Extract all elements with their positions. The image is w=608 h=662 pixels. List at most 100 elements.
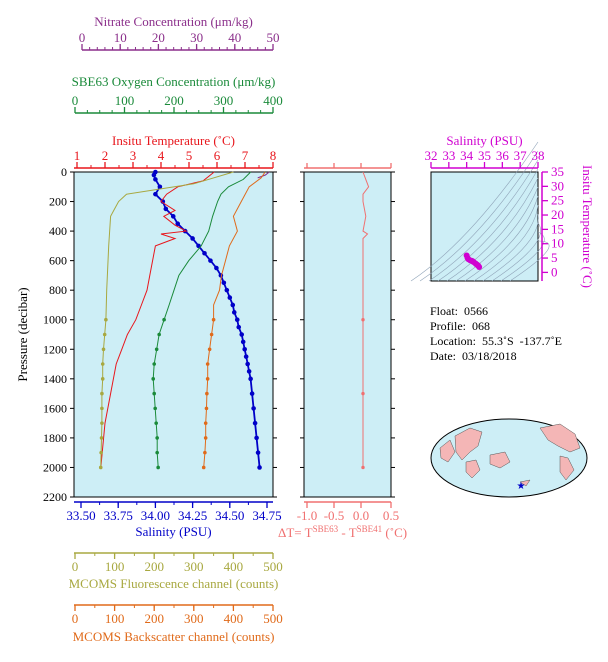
ts-salinity-tick-label: 35 bbox=[478, 148, 491, 163]
backscatter-tick-label: 0 bbox=[72, 611, 79, 626]
salinity-tick-label: 33.50 bbox=[66, 508, 95, 523]
delta-label-part: ΔT= T bbox=[278, 525, 313, 540]
ts-salinity-tick-label: 32 bbox=[425, 148, 438, 163]
oxygen-tick-label: 0 bbox=[72, 93, 79, 108]
delta-label-part: - T bbox=[338, 525, 357, 540]
ts-temperature-tick-label: 30 bbox=[551, 178, 564, 193]
delta-t-point bbox=[361, 465, 365, 470]
mcoms-fluorescence-point bbox=[99, 436, 104, 440]
mcoms-backscatter-point bbox=[209, 332, 214, 337]
mcoms-fluorescence-point bbox=[100, 406, 104, 411]
salinity-point bbox=[151, 172, 157, 178]
salinity-point bbox=[243, 354, 249, 359]
mcoms-backscatter-point bbox=[205, 391, 209, 396]
nitrate-tick-label: 30 bbox=[190, 30, 203, 45]
backscatter-axis-title: MCOMS Backscatter channel (counts) bbox=[73, 629, 275, 644]
salinity-point bbox=[190, 236, 195, 241]
insitu-temperature-profile-line bbox=[100, 171, 215, 468]
salinity-point bbox=[157, 184, 163, 190]
mcoms-backscatter-profile-line bbox=[203, 171, 266, 468]
mcoms-backscatter-point bbox=[203, 450, 207, 455]
ts-density-contours bbox=[410, 141, 550, 282]
delta-tick-label: -1.0 bbox=[297, 508, 318, 523]
salinity-point bbox=[163, 206, 169, 212]
ts-temperature-tick-label: 20 bbox=[551, 207, 564, 222]
mcoms-fluorescence-point bbox=[100, 377, 105, 381]
delta-t-plot-area bbox=[303, 171, 392, 498]
pressure-tick-label: 2200 bbox=[43, 490, 67, 504]
profile-number: Profile: 068 bbox=[430, 319, 490, 333]
sbe63-oxygen-point bbox=[156, 465, 160, 470]
delta-t-point bbox=[361, 318, 365, 322]
pressure-tick-label: 600 bbox=[49, 254, 67, 268]
landmass bbox=[519, 479, 531, 487]
salinity-point bbox=[153, 191, 158, 197]
mcoms-fluorescence-point bbox=[100, 421, 104, 425]
salinity-tick-label: 33.75 bbox=[104, 508, 133, 523]
salinity-point bbox=[245, 361, 250, 367]
salinity-tick-label: 34.00 bbox=[141, 508, 170, 523]
landmass bbox=[489, 451, 511, 469]
mcoms-fluorescence-point bbox=[100, 362, 105, 366]
salinity-point bbox=[249, 391, 255, 396]
fluorescence-tick-label: 200 bbox=[144, 559, 164, 574]
nitrate-tick-label: 20 bbox=[152, 30, 165, 45]
location: Location: 55.3˚S -137.7˚E bbox=[430, 334, 562, 348]
sbe63-oxygen-point bbox=[155, 436, 159, 440]
mcoms-fluorescence-point bbox=[99, 450, 103, 455]
density-contour bbox=[419, 150, 539, 282]
backscatter-tick-label: 100 bbox=[105, 611, 125, 626]
density-contour bbox=[437, 168, 539, 282]
pressure-tick-label: 1800 bbox=[43, 431, 67, 445]
pressure-tick-label: 800 bbox=[49, 283, 67, 297]
backscatter-tick-label: 500 bbox=[263, 611, 283, 626]
pressure-tick-label: 200 bbox=[49, 195, 67, 209]
oxygen-axis-title: SBE63 Oxygen Concentration (μm/kg) bbox=[72, 74, 276, 89]
mcoms-fluorescence-point bbox=[104, 317, 108, 322]
salinity-point bbox=[254, 435, 259, 441]
pressure-tick-label: 2000 bbox=[43, 460, 67, 474]
salinity-point bbox=[242, 346, 247, 352]
landmass bbox=[559, 455, 575, 481]
fluorescence-axis-title: MCOMS Fluorescence channel (counts) bbox=[69, 576, 279, 591]
delta-tick-label: 0.5 bbox=[383, 508, 399, 523]
landmass bbox=[539, 423, 581, 453]
delta-tick-label: -0.5 bbox=[324, 508, 345, 523]
mcoms-backscatter-point bbox=[205, 377, 210, 381]
salinity-point bbox=[170, 214, 176, 219]
salinity-point bbox=[251, 406, 256, 411]
salinity-point bbox=[221, 280, 227, 286]
mcoms-fluorescence-point bbox=[100, 391, 104, 396]
salinity-point bbox=[214, 265, 219, 271]
pressure-tick-label: 400 bbox=[49, 224, 67, 238]
pressure-tick-label: 1600 bbox=[43, 401, 67, 415]
sbe63-oxygen-point bbox=[162, 317, 166, 322]
density-contour bbox=[482, 213, 539, 282]
ts-temperature-tick-label: 10 bbox=[551, 236, 564, 251]
ts-salinity-tick-label: 38 bbox=[532, 148, 545, 163]
fluorescence-tick-label: 100 bbox=[105, 559, 125, 574]
oxygen-tick-label: 200 bbox=[164, 93, 184, 108]
float-id: Float: 0566 bbox=[430, 304, 489, 318]
nitrate-axis-title: Nitrate Concentration (μm/kg) bbox=[94, 14, 253, 29]
nitrate-tick-label: 40 bbox=[228, 30, 241, 45]
float-info: Float: 0566 Profile: 068 Location: 55.3˚… bbox=[430, 304, 562, 364]
world-map: ★ bbox=[430, 418, 588, 498]
landmass bbox=[465, 459, 481, 479]
date: Date: 03/18/2018 bbox=[430, 349, 517, 363]
backscatter-tick-label: 400 bbox=[224, 611, 244, 626]
salinity-tick-label: 34.50 bbox=[215, 508, 244, 523]
salinity-point bbox=[227, 295, 233, 300]
delta-tick-label: 0.0 bbox=[353, 508, 369, 523]
salinity-tick-label: 34.75 bbox=[252, 508, 281, 523]
pressure-axis-title: Pressure (decibar) bbox=[15, 287, 30, 381]
sbe63-oxygen-point bbox=[151, 377, 156, 381]
density-contour bbox=[491, 222, 541, 282]
pressure-tick-label: 1200 bbox=[43, 342, 67, 356]
temperature-tick-label: 7 bbox=[242, 148, 249, 163]
pressure-tick-label: 1000 bbox=[43, 313, 67, 327]
density-contour bbox=[464, 195, 539, 282]
ts-temperature-tick-label: 15 bbox=[551, 221, 564, 236]
pressure-tick-label: 0 bbox=[61, 165, 67, 179]
mcoms-fluorescence-point bbox=[101, 347, 106, 352]
